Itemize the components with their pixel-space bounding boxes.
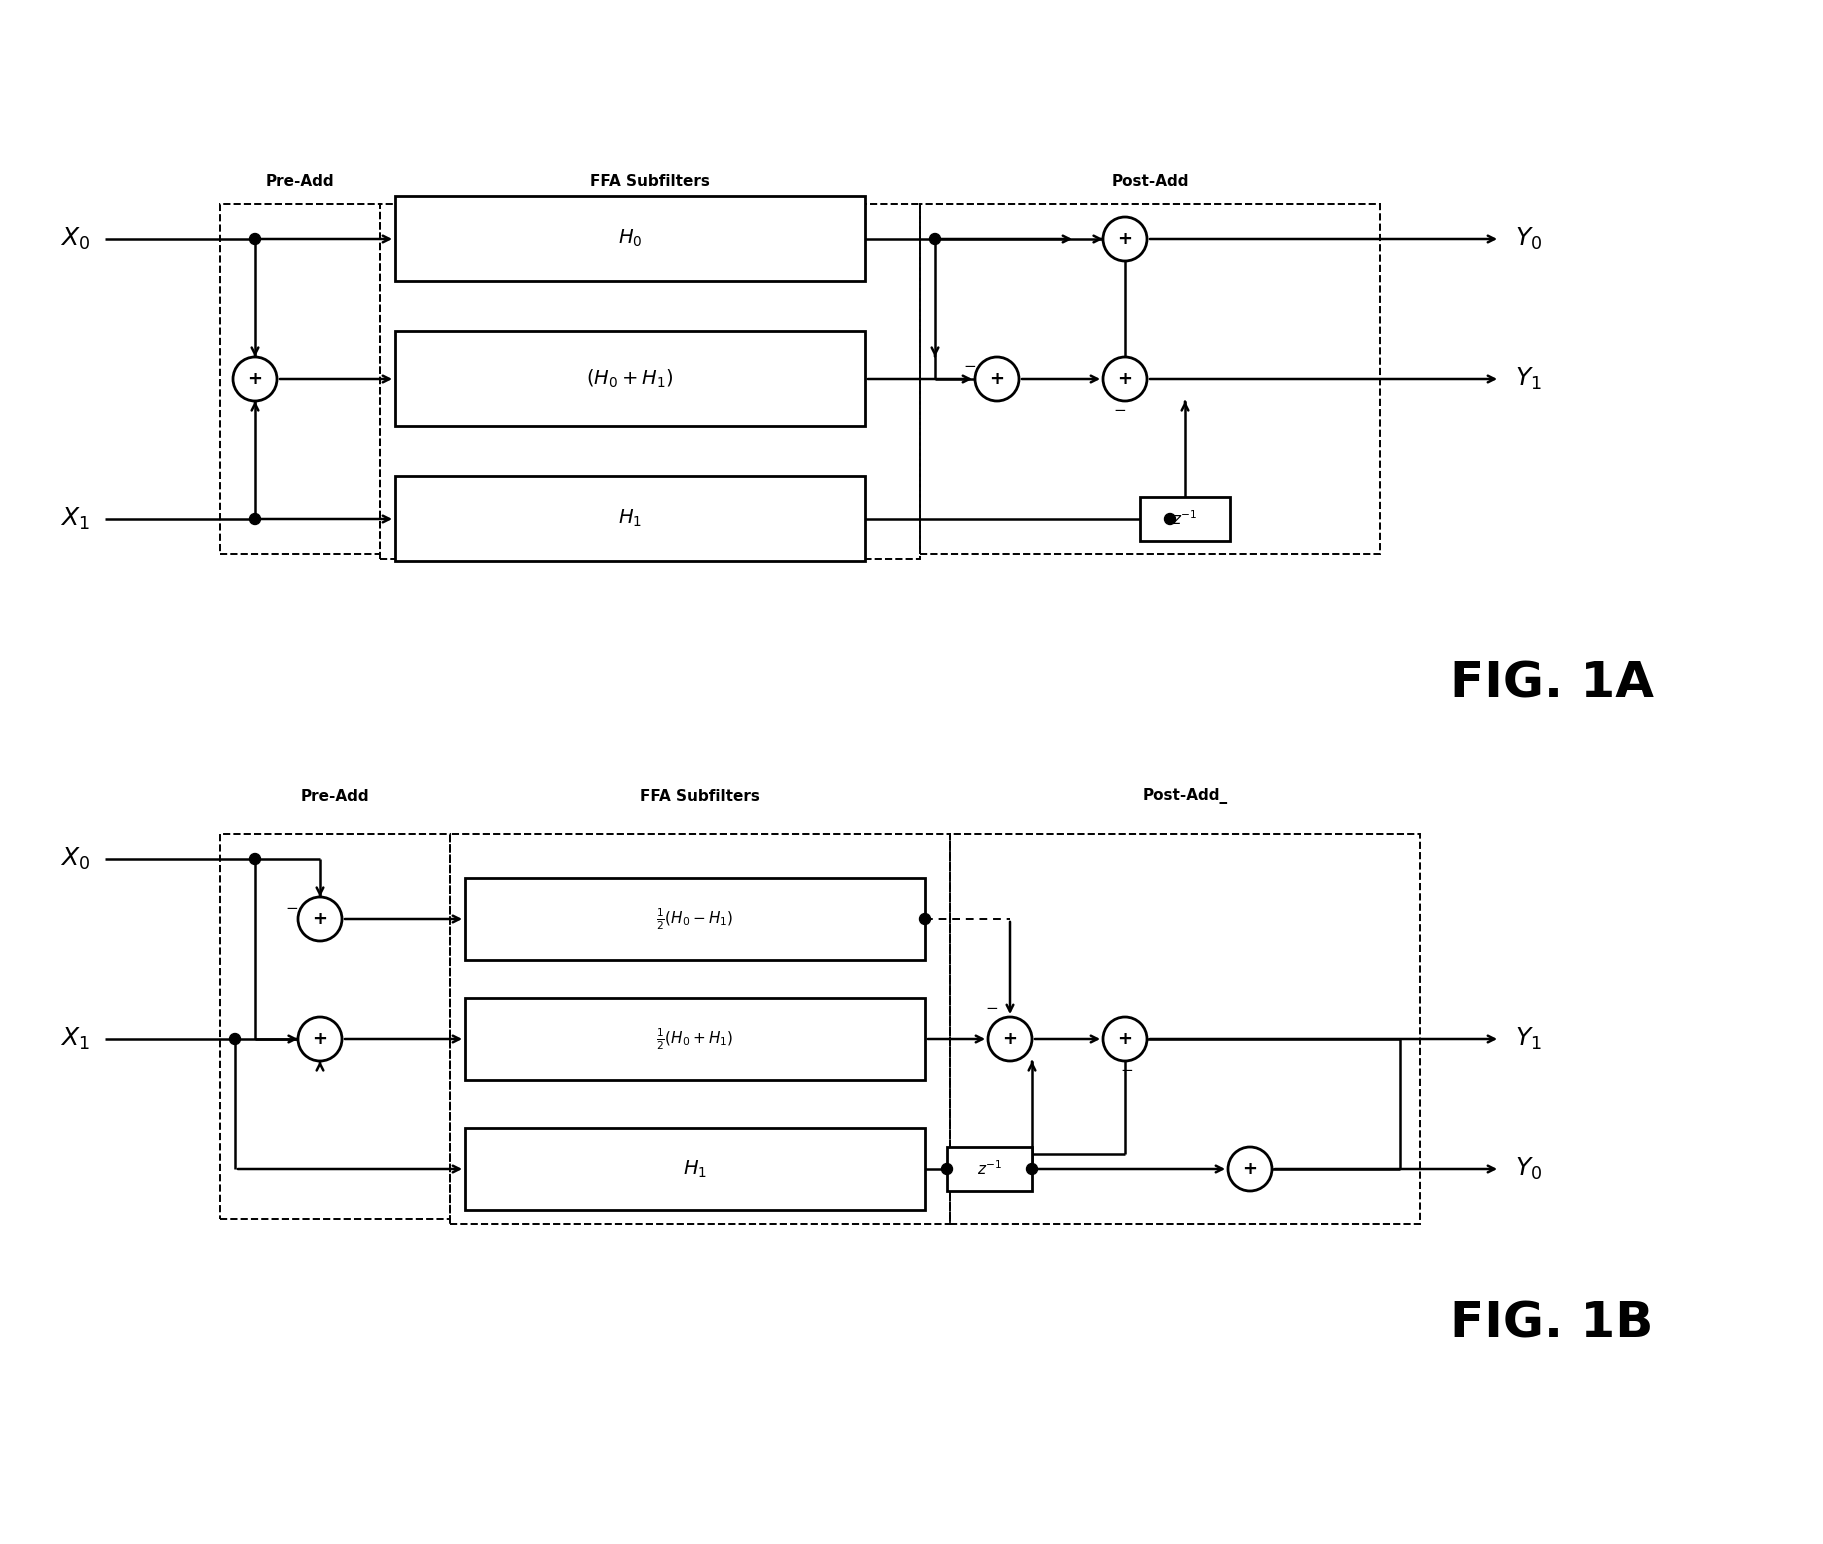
Bar <box>465 997 924 1079</box>
Text: $-$: $-$ <box>1121 1061 1134 1076</box>
Text: +: + <box>990 371 1004 388</box>
Bar <box>946 1147 1032 1190</box>
Text: $H_1$: $H_1$ <box>618 508 642 530</box>
Text: FIG. 1B: FIG. 1B <box>1449 1300 1653 1348</box>
Text: FFA Subfilters: FFA Subfilters <box>640 789 760 804</box>
Bar <box>465 879 924 960</box>
Text: $\frac{1}{2}(H_0 - H_1)$: $\frac{1}{2}(H_0 - H_1)$ <box>656 906 733 931</box>
Text: $H_0$: $H_0$ <box>618 229 642 249</box>
Text: FIG. 1A: FIG. 1A <box>1449 659 1653 709</box>
Circle shape <box>930 233 941 244</box>
Circle shape <box>988 1017 1032 1061</box>
Text: $z^{-1}$: $z^{-1}$ <box>1172 510 1198 528</box>
Text: $Y_1$: $Y_1$ <box>1515 1025 1542 1051</box>
Text: $X_1$: $X_1$ <box>60 506 89 533</box>
Text: Pre-Add: Pre-Add <box>301 789 370 804</box>
Text: +: + <box>1117 1030 1132 1048</box>
Circle shape <box>1103 357 1147 401</box>
Text: +: + <box>312 909 328 928</box>
Circle shape <box>250 854 261 865</box>
Text: $X_1$: $X_1$ <box>60 1025 89 1051</box>
Circle shape <box>250 233 261 244</box>
Bar <box>396 476 864 560</box>
Circle shape <box>1229 1147 1272 1190</box>
Bar <box>1139 497 1231 540</box>
Circle shape <box>1026 1164 1037 1175</box>
Text: +: + <box>1003 1030 1017 1048</box>
Bar <box>450 834 950 1224</box>
Bar <box>221 834 450 1220</box>
Text: +: + <box>1243 1160 1258 1178</box>
Text: $-$: $-$ <box>1114 401 1127 417</box>
Text: $-$: $-$ <box>963 358 977 372</box>
Text: $\frac{1}{2}(H_0 + H_1)$: $\frac{1}{2}(H_0 + H_1)$ <box>656 1027 733 1051</box>
Circle shape <box>941 1164 952 1175</box>
Circle shape <box>975 357 1019 401</box>
Circle shape <box>297 1017 343 1061</box>
Text: $Y_1$: $Y_1$ <box>1515 366 1542 392</box>
Text: $X_0$: $X_0$ <box>60 846 89 872</box>
Circle shape <box>919 914 930 925</box>
Text: $X_0$: $X_0$ <box>60 225 89 252</box>
Text: $z^{-1}$: $z^{-1}$ <box>977 1160 1003 1178</box>
Text: $Y_0$: $Y_0$ <box>1515 225 1542 252</box>
Bar <box>396 196 864 281</box>
Text: $(H_0 + H_1)$: $(H_0 + H_1)$ <box>587 367 675 389</box>
Text: Post-Add: Post-Add <box>1112 174 1189 188</box>
Bar <box>465 1129 924 1210</box>
Bar <box>396 330 864 426</box>
Text: $-$: $-$ <box>986 999 999 1014</box>
Text: +: + <box>248 371 263 388</box>
Text: +: + <box>1117 230 1132 249</box>
Text: $-$: $-$ <box>286 900 299 914</box>
Bar <box>921 204 1380 554</box>
Text: Pre-Add: Pre-Add <box>266 174 334 188</box>
Bar <box>950 834 1420 1224</box>
Text: FFA Subfilters: FFA Subfilters <box>591 174 709 188</box>
Text: Post-Add_: Post-Add_ <box>1143 787 1227 804</box>
Circle shape <box>233 357 277 401</box>
Text: +: + <box>312 1030 328 1048</box>
Circle shape <box>1165 514 1176 525</box>
Bar <box>221 204 379 554</box>
Circle shape <box>1103 218 1147 261</box>
Text: $H_1$: $H_1$ <box>684 1158 707 1180</box>
Circle shape <box>1103 1017 1147 1061</box>
Text: +: + <box>1117 371 1132 388</box>
Circle shape <box>230 1033 241 1044</box>
Bar <box>379 204 921 559</box>
Circle shape <box>250 514 261 525</box>
Text: $Y_0$: $Y_0$ <box>1515 1156 1542 1183</box>
Circle shape <box>297 897 343 940</box>
